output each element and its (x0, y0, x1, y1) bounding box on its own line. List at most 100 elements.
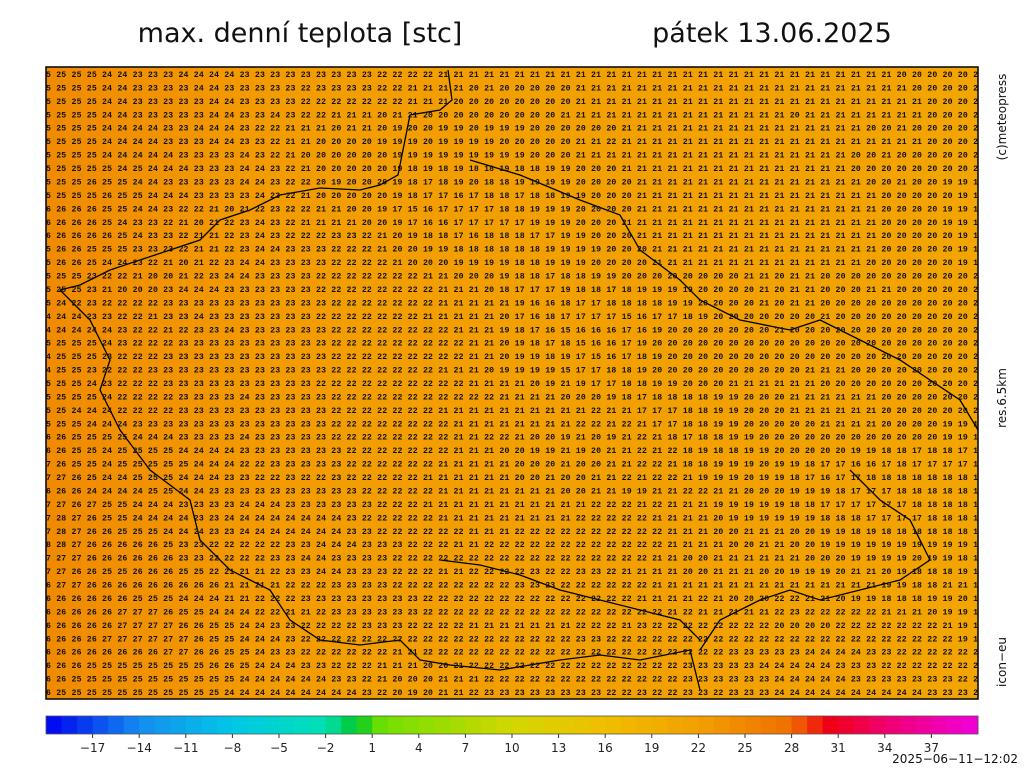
value-row: 5 25 25 24 24 24 23 23 23 23 23 23 23 23… (46, 420, 978, 429)
value-row: 6 27 27 26 26 26 26 26 26 26 26 26 21 21… (46, 582, 978, 591)
colorbar-segment (139, 716, 156, 734)
colorbar-segment (387, 716, 404, 734)
colorbar-tick-label: 28 (784, 741, 799, 755)
colorbar-segment (403, 716, 420, 734)
value-row: 4 25 25 23 22 22 22 23 23 23 23 23 23 23… (46, 367, 978, 376)
colorbar-tick-label: −5 (270, 741, 288, 755)
value-row: 5 25 25 23 21 20 20 20 23 24 24 24 23 23… (46, 286, 978, 295)
colorbar-segment (822, 716, 839, 734)
value-row: 6 26 25 25 25 25 24 24 24 23 23 23 23 24… (46, 434, 978, 443)
colorbar-segment (341, 716, 358, 734)
colorbar-segment (791, 716, 808, 734)
colorbar-segment (232, 716, 249, 734)
value-row: 7 28 27 26 25 25 24 24 24 24 23 23 24 24… (46, 514, 978, 523)
colorbar-segment (558, 716, 575, 734)
colorbar-segment (356, 716, 373, 734)
value-row: 7 27 26 25 24 24 25 25 25 24 24 24 23 23… (46, 474, 978, 483)
value-row: 4 24 24 24 24 23 22 22 21 22 23 23 24 23… (46, 326, 978, 335)
colorbar-segment (651, 716, 668, 734)
colorbar-tick-label: 37 (924, 741, 939, 755)
colorbar-segment (807, 716, 824, 734)
colorbar-segment (465, 716, 482, 734)
value-row: 5 25 25 25 24 24 23 23 23 23 24 24 23 23… (46, 84, 978, 93)
border (469, 159, 978, 651)
colorbar-segment (682, 716, 699, 734)
colorbar-segment (853, 716, 870, 734)
colorbar-segment (605, 716, 622, 734)
value-row: 6 26 25 25 24 25 25 25 25 24 24 24 24 23… (46, 447, 978, 456)
colorbar-tick-label: 16 (598, 741, 613, 755)
colorbar-segment (527, 716, 544, 734)
value-row: 8 28 27 26 26 26 26 26 25 23 23 22 22 22… (46, 541, 978, 550)
value-row: 5 26 26 25 24 24 23 22 21 20 21 22 23 24… (46, 259, 978, 268)
colorbar-segment (201, 716, 218, 734)
value-row: 7 28 27 26 26 25 25 25 24 24 24 23 23 24… (46, 528, 978, 537)
colorbar-segment (418, 716, 435, 734)
value-row: 6 26 26 24 24 24 24 25 25 24 24 23 23 23… (46, 487, 978, 496)
value-row: 6 26 26 26 26 26 25 25 25 24 24 24 21 21… (46, 595, 978, 604)
value-row: 6 26 26 26 26 27 27 27 26 25 25 24 24 24… (46, 608, 978, 617)
colorbar-segment (931, 716, 948, 734)
value-row: 4 25 25 25 23 22 22 22 23 23 23 23 23 23… (46, 353, 978, 362)
value-row: 5 25 25 26 25 25 24 24 23 23 23 23 23 24… (46, 178, 978, 187)
colorbar-segment (92, 716, 109, 734)
colorbar-segment (869, 716, 886, 734)
value-row: 5 25 25 25 25 24 25 24 24 24 23 23 23 24… (46, 165, 978, 174)
colorbar-segment (185, 716, 202, 734)
map-frame (45, 66, 979, 700)
value-row: 5 25 25 25 24 24 23 23 23 23 23 24 24 23… (46, 111, 978, 120)
colorbar-segment (449, 716, 466, 734)
value-row: 5 25 25 25 26 25 25 24 24 24 23 23 23 23… (46, 192, 978, 201)
colorbar-segment (247, 716, 264, 734)
colorbar-segment (294, 716, 311, 734)
timestamp: 2025−06−11−12:02 (892, 752, 1018, 766)
value-row: 6 26 26 26 27 27 27 27 27 27 26 25 25 24… (46, 635, 978, 644)
colorbar-segment (838, 716, 855, 734)
colorbar-segment (962, 716, 979, 734)
colorbar-segment (574, 716, 591, 734)
colorbar-segment (77, 716, 94, 734)
colorbar-segment (263, 716, 280, 734)
value-row: 5 25 25 25 24 24 24 24 23 23 24 24 24 23… (46, 125, 978, 134)
colorbar-segment (325, 716, 342, 734)
colorbar-tick-label: 1 (368, 741, 376, 755)
value-row: 6 26 26 25 25 25 25 25 25 25 25 26 26 25… (46, 662, 978, 671)
colorbar-segment (154, 716, 171, 734)
value-row: 6 26 26 26 26 26 26 26 27 27 26 26 25 25… (46, 649, 978, 658)
colorbar-tick-label: −17 (80, 741, 105, 755)
value-row: 7 27 26 26 25 25 26 26 26 25 25 22 21 21… (46, 568, 978, 577)
colorbar-segment (61, 716, 78, 734)
colorbar-segment (946, 716, 963, 734)
value-row: 5 25 25 25 24 24 23 23 23 24 24 24 24 23… (46, 71, 978, 80)
value-row: 6 26 26 26 25 24 23 23 22 21 20 21 22 23… (46, 219, 978, 228)
colorbar-segment (170, 716, 187, 734)
colorbar-segment (620, 716, 637, 734)
value-row: 5 25 25 23 22 22 21 20 20 21 22 23 24 24… (46, 273, 978, 282)
colorbar-segment (667, 716, 684, 734)
border (439, 559, 701, 641)
colorbar-segment (46, 716, 63, 734)
colorbar-segment (760, 716, 777, 734)
colorbar-segment (884, 716, 901, 734)
colorbar-tick-label: −2 (317, 741, 335, 755)
value-row: 6 25 25 25 25 25 25 25 25 25 25 25 24 24… (46, 689, 978, 698)
date: pátek 13.06.2025 (652, 18, 892, 49)
colorbar-segment (310, 716, 327, 734)
value-row: 4 24 24 23 23 22 22 21 23 23 24 23 23 23… (46, 313, 978, 322)
colorbar-segment (279, 716, 296, 734)
value-row: 6 26 26 26 26 25 24 23 23 22 21 21 22 23… (46, 232, 978, 241)
value-row: 5 25 25 25 24 24 23 23 23 23 23 24 24 23… (46, 98, 978, 107)
colorbar-tick-label: 19 (644, 741, 659, 755)
colorbar-tick-label: 34 (877, 741, 892, 755)
colorbar-segment (900, 716, 917, 734)
value-row: 6 26 26 26 25 25 24 24 23 22 22 21 20 21… (46, 205, 978, 214)
colorbar-segment (698, 716, 715, 734)
value-row: 5 26 26 25 25 25 23 23 23 22 21 21 22 23… (46, 246, 978, 255)
colorbar-segment (512, 716, 529, 734)
colorbar-tick-label: 7 (462, 741, 470, 755)
colorbar: −17 −14 −11 −8 −5 −2 1 4 7 10 13 16 19 22 25 28 31 34 37 (45, 715, 979, 755)
value-row: 7 26 25 25 24 25 25 25 25 25 24 24 24 22… (46, 461, 978, 470)
colorbar-segment (776, 716, 793, 734)
colorbar-tick-label: −14 (127, 741, 152, 755)
